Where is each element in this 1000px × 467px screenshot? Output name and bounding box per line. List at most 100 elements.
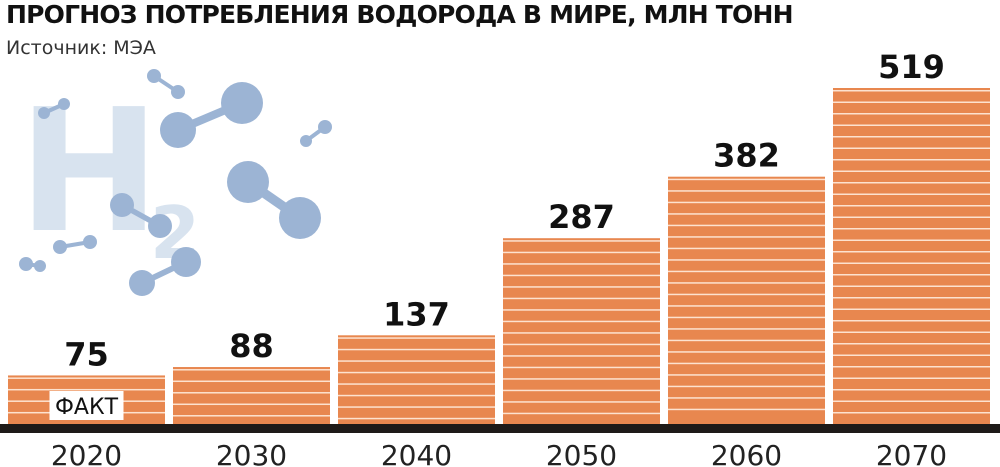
bar-stripe (833, 297, 990, 299)
atom-circle (148, 214, 172, 238)
bar-stripe (833, 193, 990, 195)
atom-circle (58, 98, 70, 110)
bar-stripe (668, 408, 825, 411)
bar-stripe (668, 247, 825, 250)
atom-circle (221, 82, 263, 124)
atom-circle (19, 257, 33, 271)
bar-stripe (833, 216, 990, 218)
bar-stripe (833, 389, 990, 391)
bar-stripe (833, 308, 990, 310)
bar-2050 (503, 238, 660, 424)
bar-2040 (338, 335, 495, 424)
bar-stripe (503, 389, 660, 392)
data-label: 287 (548, 198, 615, 236)
atom-circle (110, 193, 134, 217)
bar-stripe (833, 354, 990, 356)
bar-stripe (503, 401, 660, 403)
bar-stripe (833, 228, 990, 230)
bar-stripe (833, 343, 990, 345)
atom-circle (300, 135, 312, 147)
bar-stripe (668, 259, 825, 261)
bar-stripe (173, 415, 330, 417)
x-tick-label: 2050 (546, 439, 617, 467)
bar-stripe (668, 201, 825, 204)
bar-stripe (503, 286, 660, 288)
bar-stripe (833, 262, 990, 264)
atom-circle (227, 161, 269, 203)
bar-2060 (668, 176, 825, 424)
bar-stripe (8, 377, 165, 379)
bar-stripe (503, 240, 660, 242)
bar-stripe (833, 320, 990, 322)
bar-stripe (338, 383, 495, 385)
bar-stripe (833, 285, 990, 287)
bar-stripe (173, 369, 330, 371)
bar-stripe (338, 417, 495, 420)
bar-stripe (833, 124, 990, 126)
bar-stripe (668, 190, 825, 192)
bar-stripe (668, 282, 825, 284)
bar-stripe (833, 90, 990, 92)
atom-circle (38, 107, 50, 119)
bar-stripe (668, 362, 825, 365)
fact-annotation: ФАКТ (55, 395, 119, 420)
bar-stripe (503, 263, 660, 265)
chart-title: ПРОГНОЗ ПОТРЕБЛЕНИЯ ВОДОРОДА В МИРЕ, МЛН… (6, 0, 794, 29)
bar (833, 88, 990, 424)
bar-stripe (338, 337, 495, 339)
bar-stripe (668, 270, 825, 273)
bar-stripe (833, 136, 990, 138)
bar-stripe (503, 366, 660, 369)
bar-stripe (503, 320, 660, 323)
bar-stripe (668, 328, 825, 330)
atom-circle (83, 235, 97, 249)
bar-stripe (833, 331, 990, 333)
data-label: 382 (713, 137, 780, 175)
bar-stripe (668, 236, 825, 238)
bar-stripe (668, 374, 825, 376)
bar-stripe (503, 309, 660, 311)
data-label: 137 (383, 295, 450, 333)
atom-circle (147, 69, 161, 83)
bar-stripe (668, 224, 825, 227)
bar-stripe (668, 305, 825, 307)
bar-stripe (338, 371, 495, 374)
bar-stripe (173, 392, 330, 394)
chart-baseline (0, 424, 1000, 433)
bar-stripe (668, 351, 825, 353)
atom-circle (160, 112, 196, 148)
chart-source: Источник: МЭА (6, 37, 156, 59)
bar-stripe (668, 339, 825, 342)
bar-stripe (503, 251, 660, 254)
data-label: 519 (878, 48, 945, 86)
x-tick-label: 2040 (381, 439, 452, 467)
bar-stripe (668, 293, 825, 296)
bar-stripe (833, 170, 990, 172)
x-tick-label: 2070 (876, 439, 947, 467)
bar (173, 367, 330, 424)
x-tick-label: 2020 (51, 439, 122, 467)
bar-stripe (503, 412, 660, 415)
bar-stripe (668, 385, 825, 388)
bar-stripe (833, 205, 990, 207)
x-tick-label: 2060 (711, 439, 782, 467)
bar-stripe (833, 113, 990, 115)
x-tick-label: 2030 (216, 439, 287, 467)
atom-circle (171, 247, 201, 277)
bar-stripe (338, 360, 495, 362)
bar-stripe (668, 397, 825, 399)
bar-stripe (833, 159, 990, 161)
bar-stripe (833, 377, 990, 379)
bar-stripe (503, 378, 660, 380)
bar-stripe (833, 412, 990, 414)
bar-stripe (338, 394, 495, 397)
bar-stripe (668, 178, 825, 181)
atom-circle (279, 197, 321, 239)
atom-circle (129, 270, 155, 296)
atom-circle (53, 240, 67, 254)
bar-stripe (338, 406, 495, 408)
hydrogen-molecule-illustration: H 2 (18, 69, 332, 296)
bar-stripe (833, 274, 990, 276)
bar-stripe (173, 380, 330, 383)
